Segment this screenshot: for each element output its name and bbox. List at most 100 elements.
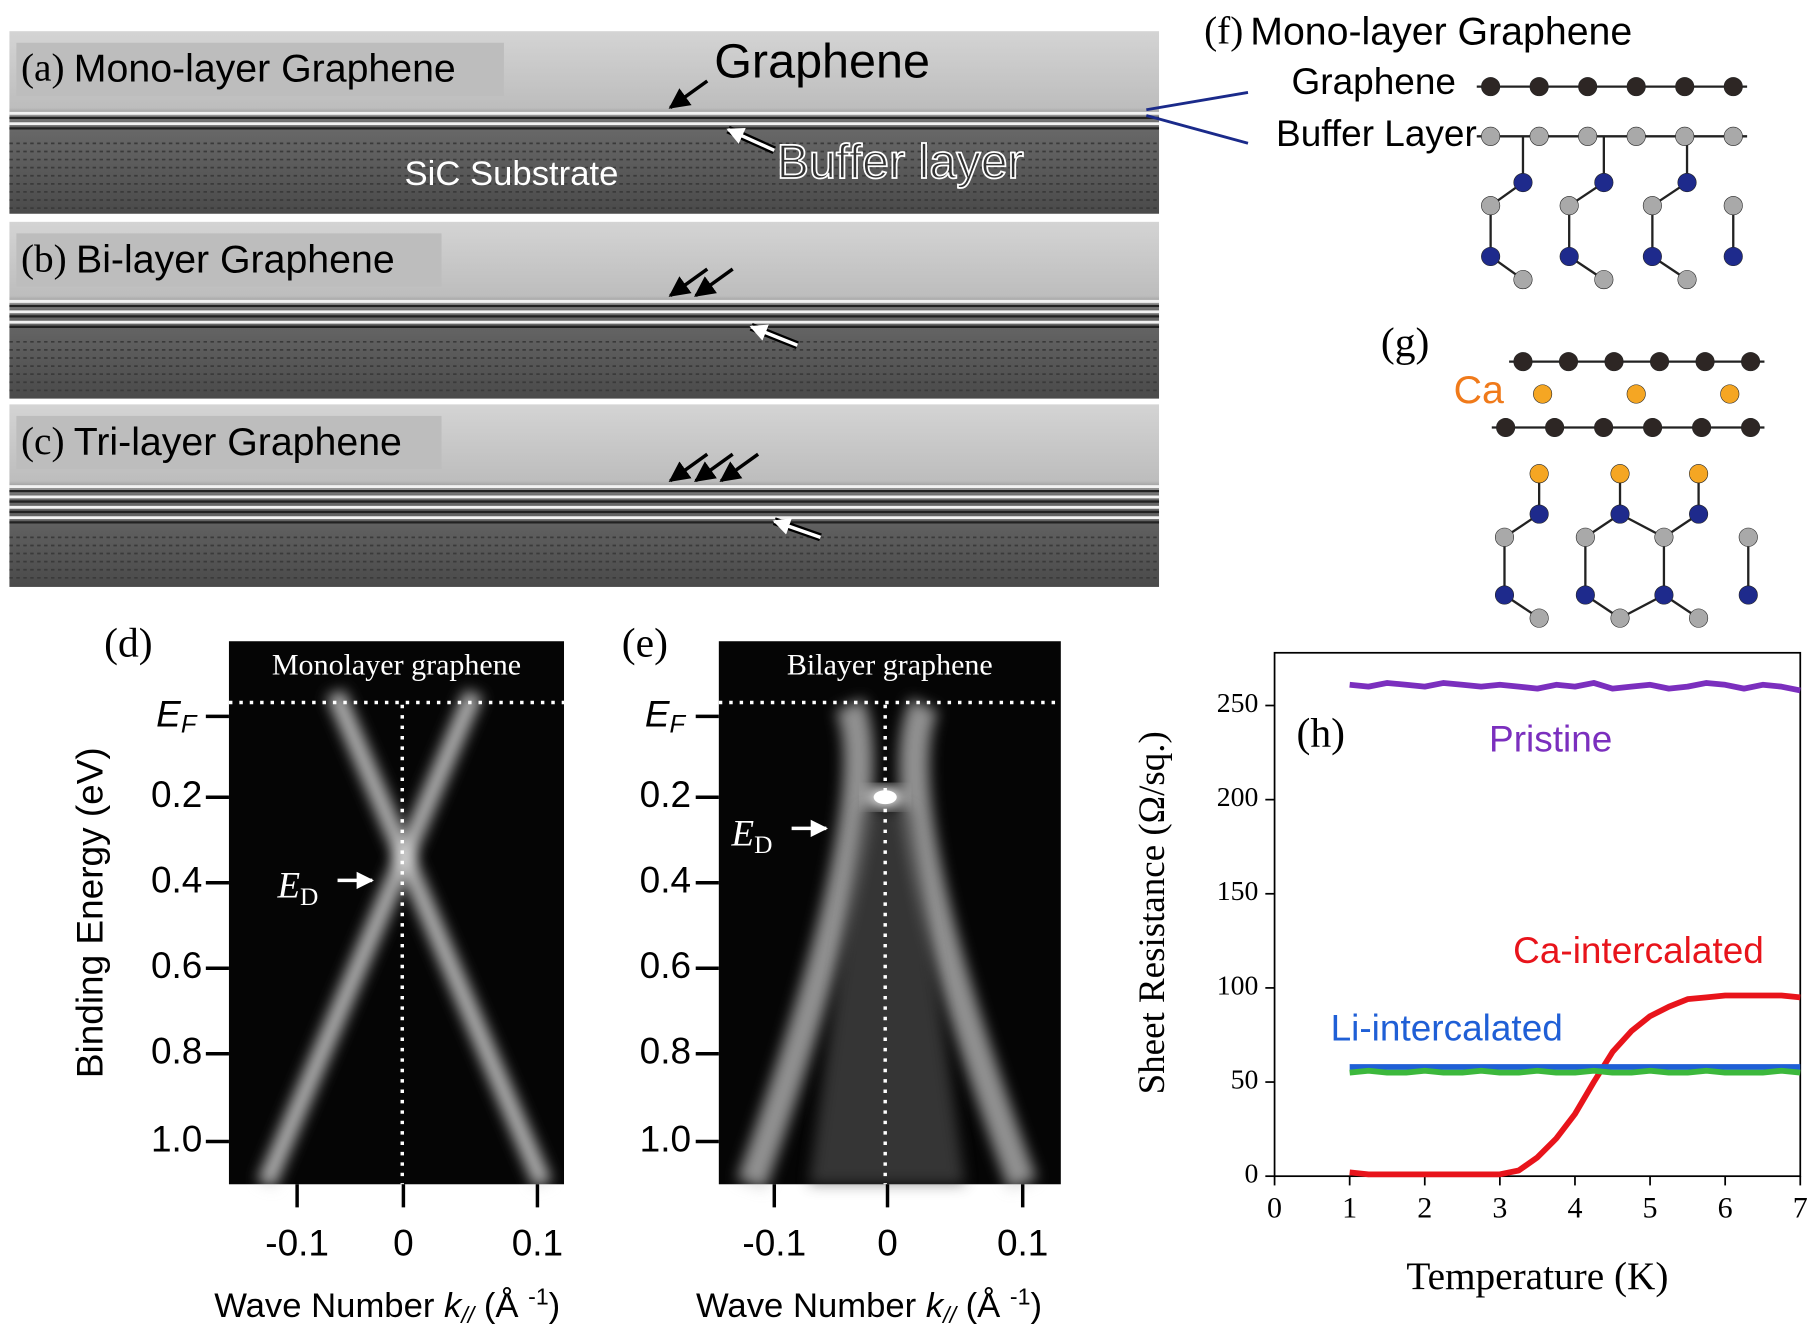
- atom: [1514, 352, 1532, 370]
- tick-label: 0.6: [640, 945, 691, 986]
- tick-label: 0.4: [640, 859, 691, 900]
- pointer: [1146, 92, 1248, 109]
- tick-label: 0: [393, 1222, 414, 1263]
- atom: [1650, 352, 1668, 370]
- atom: [1595, 270, 1613, 288]
- x-tick-label: 4: [1567, 1192, 1582, 1225]
- atom: [1643, 418, 1661, 436]
- tick-label: 0.8: [151, 1030, 202, 1071]
- annotation: Graphene: [714, 35, 930, 89]
- atom: [1678, 270, 1696, 288]
- ed-label-part: E: [731, 813, 755, 854]
- x-tick-label: 6: [1718, 1192, 1733, 1225]
- series-label: Li-intercalated: [1331, 1007, 1563, 1048]
- ed-label-part: E: [276, 865, 300, 906]
- series-line: [1350, 683, 1801, 691]
- atom: [1495, 528, 1513, 546]
- axis-label-part: -1: [528, 1284, 549, 1310]
- atom: [1576, 586, 1594, 604]
- atom: [1655, 586, 1673, 604]
- page: {"tem": {"panels": [ {"label": "(a)", "n…: [0, 0, 1812, 1331]
- panel-label-part: Mono-layer Graphene: [1250, 10, 1632, 54]
- tick-label: -0.1: [742, 1222, 806, 1263]
- axis-label-part: ): [549, 1287, 561, 1325]
- panel-label-part: (f): [1204, 10, 1243, 53]
- atom: [1530, 77, 1548, 95]
- panel-label: (d): [104, 620, 152, 667]
- axis-label-part: -1: [1010, 1284, 1031, 1310]
- tick-label: EF: [156, 693, 198, 738]
- atom: [1689, 505, 1707, 523]
- tick-label: 0.2: [640, 774, 691, 815]
- pointer: [1146, 116, 1248, 144]
- axis-label-part: Wave Number: [214, 1287, 444, 1325]
- panel-label: (f)Mono-layer Graphene: [1204, 10, 1632, 54]
- panel-label-part: Tri-layer Graphene: [74, 420, 402, 464]
- annotation: SiC Substrate: [405, 155, 619, 193]
- panel-label: (g): [1381, 319, 1429, 366]
- axis-label-part: (Å: [956, 1286, 1010, 1325]
- panel-label-part: Bi-layer Graphene: [76, 238, 395, 282]
- x-tick-label: 2: [1417, 1192, 1432, 1225]
- tick-label: 0.6: [151, 945, 202, 986]
- atom: [1545, 418, 1563, 436]
- panel-title: Bilayer graphene: [787, 649, 993, 682]
- axis-label: Wave Number k// (Å -1): [214, 1284, 560, 1328]
- annotation: Buffer layer: [777, 135, 1024, 189]
- ed-label-part: D: [754, 831, 772, 859]
- atom: [1578, 127, 1596, 145]
- atom: [1643, 247, 1661, 265]
- atom: [1514, 270, 1532, 288]
- y-tick-label: 50: [1231, 1063, 1259, 1094]
- atom: [1678, 173, 1696, 191]
- atom: [1514, 173, 1532, 191]
- panel-label-part: (b): [21, 237, 67, 280]
- atom: [1724, 127, 1742, 145]
- tick-label: 0.4: [151, 859, 202, 900]
- panel-label: (b)Bi-layer Graphene: [21, 237, 395, 281]
- atom: [1495, 586, 1513, 604]
- layer-label: Buffer Layer: [1276, 113, 1477, 154]
- atom: [1741, 352, 1759, 370]
- atom: [1724, 196, 1742, 214]
- atom: [1741, 418, 1759, 436]
- figure: (a) Mono-layer Graphene (b)Bi-layer Graphe…: [0, 0, 1812, 1331]
- atom: [1627, 385, 1645, 403]
- atom: [1611, 609, 1629, 627]
- atom: [1481, 127, 1499, 145]
- tick-label: 0: [877, 1222, 898, 1263]
- atom: [1627, 127, 1645, 145]
- panel-label-part: (c): [21, 420, 65, 463]
- axis-label: Binding Energy (eV): [69, 747, 110, 1078]
- panel-label: (c)Tri-layer Graphene: [21, 420, 402, 464]
- atom: [1611, 464, 1629, 482]
- panel-label-part: (a): [21, 47, 65, 90]
- atom: [1481, 77, 1499, 95]
- axis-label-part: ): [1030, 1287, 1042, 1325]
- atom: [1594, 418, 1612, 436]
- atom-label: Ca: [1454, 368, 1504, 412]
- y-tick-label: 250: [1217, 687, 1259, 718]
- atom: [1481, 196, 1499, 214]
- tick-label: 0.1: [512, 1222, 563, 1263]
- atom: [1533, 385, 1551, 403]
- atom: [1627, 77, 1645, 95]
- atom: [1605, 352, 1623, 370]
- atom: [1739, 586, 1757, 604]
- axis-label-part: Wave Number: [696, 1287, 926, 1325]
- atom: [1560, 247, 1578, 265]
- tick-label: 0.1: [997, 1222, 1048, 1263]
- atom: [1530, 127, 1548, 145]
- panel-title: Monolayer graphene: [272, 649, 521, 682]
- axis-label-part: k: [926, 1287, 945, 1325]
- atom: [1675, 127, 1693, 145]
- atom: [1689, 464, 1707, 482]
- layer-label: Graphene: [1292, 61, 1456, 102]
- tick-label: 1.0: [151, 1118, 202, 1159]
- atom: [1595, 173, 1613, 191]
- x-tick-label: 5: [1643, 1192, 1658, 1225]
- ed-label-part: D: [300, 883, 318, 911]
- atom: [1611, 505, 1629, 523]
- atom: [1675, 77, 1693, 95]
- y-tick-label: 150: [1217, 875, 1259, 906]
